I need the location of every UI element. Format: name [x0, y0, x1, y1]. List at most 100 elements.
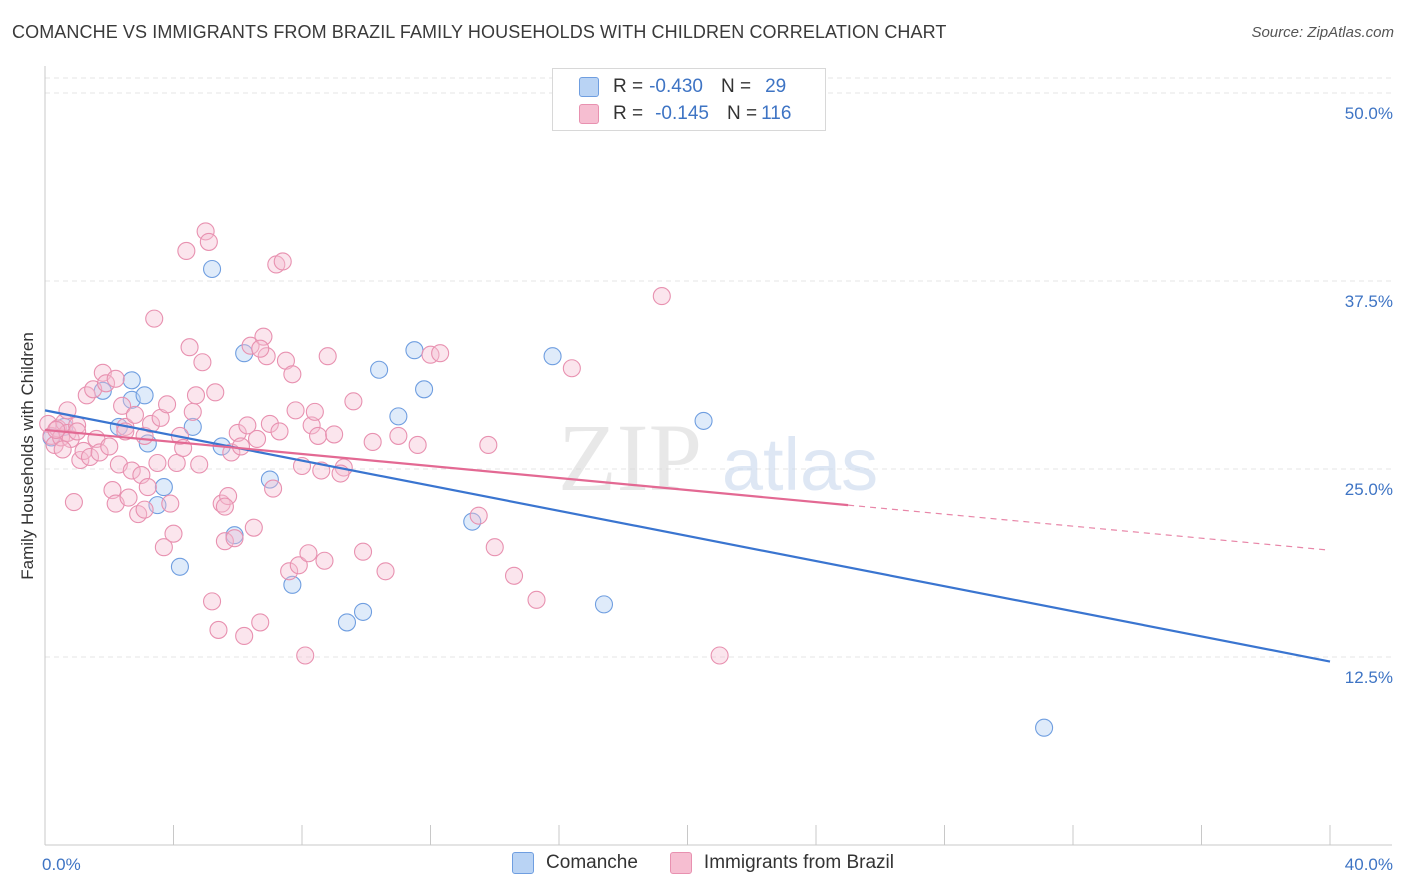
brazil-point — [280, 562, 299, 581]
brazil-point — [283, 365, 302, 384]
watermark-zip: ZIP — [558, 404, 702, 511]
brazil-point — [325, 425, 344, 444]
gridlines — [45, 77, 1392, 658]
brazil-point — [209, 620, 228, 639]
brazil-point — [710, 646, 729, 665]
legend-r-value: -0.430 — [649, 76, 703, 97]
brazil-point — [212, 494, 231, 513]
brazil-point — [90, 443, 109, 462]
data-points — [39, 222, 1054, 737]
brazil-point — [305, 402, 324, 421]
legend-row-comanche: R = -0.430 N = 29 — [579, 75, 786, 99]
brazil-point — [122, 461, 141, 480]
brazil-trend-line — [44, 428, 849, 507]
comanche-point — [370, 360, 389, 379]
legend-swatch-blue — [579, 77, 599, 97]
brazil-point — [196, 222, 215, 241]
comanche-point — [694, 411, 713, 430]
brazil-point — [180, 338, 199, 357]
brazil-point — [190, 455, 209, 474]
series-label-brazil: Immigrants from Brazil — [703, 852, 894, 873]
comanche-point — [337, 613, 357, 632]
legend-r-value: -0.145 — [655, 103, 709, 124]
legend-r-label: R = — [613, 103, 644, 124]
brazil-point — [260, 414, 279, 433]
y-tick-label: 37.5% — [1345, 292, 1393, 311]
x-tick-label: 40.0% — [1345, 855, 1393, 874]
x-tick-label: 0.0% — [42, 855, 81, 874]
brazil-point — [161, 494, 180, 513]
brazil-point — [421, 345, 440, 364]
brazil-point — [257, 347, 276, 366]
y-tick-label: 25.0% — [1345, 480, 1393, 499]
legend-row-brazil: R = -0.145 N = 116 — [579, 102, 791, 126]
brazil-point — [289, 556, 308, 575]
legend-n-value: 29 — [765, 76, 787, 97]
y-tick-label: 12.5% — [1345, 668, 1393, 687]
brazil-point — [96, 374, 116, 393]
comanche-point — [203, 259, 222, 279]
brazil-point — [148, 453, 167, 473]
legend-n-value: 116 — [761, 103, 792, 124]
brazil-point — [652, 287, 671, 306]
series-legend-brazil: Immigrants from Brazil — [669, 852, 894, 874]
axes — [44, 66, 1392, 846]
brazil-point — [562, 359, 581, 378]
series-swatch-pink — [669, 852, 692, 874]
trend-lines — [44, 409, 1331, 663]
brazil-point — [469, 506, 488, 525]
brazil-point — [164, 524, 183, 543]
y-axis-label: Family Households with Children — [18, 332, 37, 580]
brazil-point — [125, 405, 144, 424]
brazil-point — [135, 500, 154, 519]
comanche-point — [154, 478, 173, 497]
series-label-comanche: Comanche — [546, 852, 638, 873]
series-legend-comanche: Comanche — [512, 852, 638, 874]
comanche-point — [594, 595, 614, 614]
brazil-point — [103, 481, 122, 500]
brazil-point — [527, 590, 546, 609]
brazil-point — [296, 646, 315, 665]
watermark-atlas: atlas — [722, 423, 878, 506]
brazil-point — [219, 487, 238, 506]
comanche-point — [283, 575, 302, 594]
brazil-point — [251, 339, 270, 358]
brazil-point — [408, 435, 427, 455]
brazil-point — [389, 426, 408, 445]
brazil-point — [64, 493, 83, 512]
comanche-point — [183, 417, 202, 436]
brazil-point — [254, 327, 273, 346]
brazil-point — [270, 422, 289, 441]
brazil-point — [244, 518, 263, 537]
brazil-point — [141, 414, 161, 433]
brazil-point — [203, 592, 222, 611]
brazil-point — [247, 429, 267, 448]
comanche-point — [135, 386, 154, 405]
brazil-point — [353, 542, 373, 561]
legend-r-label: R = — [613, 76, 644, 97]
brazil-point — [228, 423, 247, 442]
brazil-point — [302, 416, 321, 435]
comanche-point — [170, 557, 189, 576]
chart-title: COMANCHE VS IMMIGRANTS FROM BRAZIL FAMIL… — [12, 22, 947, 42]
series-swatch-blue — [512, 852, 535, 874]
brazil-point — [193, 353, 212, 372]
brazil-point — [100, 437, 119, 456]
series-legend: Comanche Immigrants from Brazil — [0, 852, 1406, 874]
brazil-point — [479, 435, 498, 455]
comanche-point — [122, 371, 141, 390]
brazil-point — [238, 416, 257, 435]
brazil-point — [199, 232, 218, 251]
brazil-point — [485, 538, 504, 557]
brazil-point — [167, 453, 186, 473]
comanche-point — [1035, 718, 1054, 737]
brazil-point — [206, 383, 225, 402]
brazil-point — [315, 551, 334, 570]
brazil-point — [299, 544, 318, 563]
brazil-point — [154, 538, 173, 557]
brazil-point — [235, 626, 254, 646]
brazil-point — [215, 497, 234, 516]
brazil-point — [53, 440, 72, 459]
brazil-point — [309, 426, 328, 445]
